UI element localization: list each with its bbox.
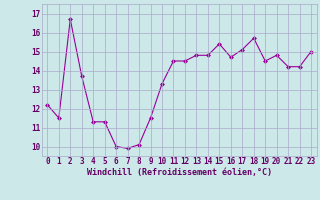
X-axis label: Windchill (Refroidissement éolien,°C): Windchill (Refroidissement éolien,°C) (87, 168, 272, 177)
